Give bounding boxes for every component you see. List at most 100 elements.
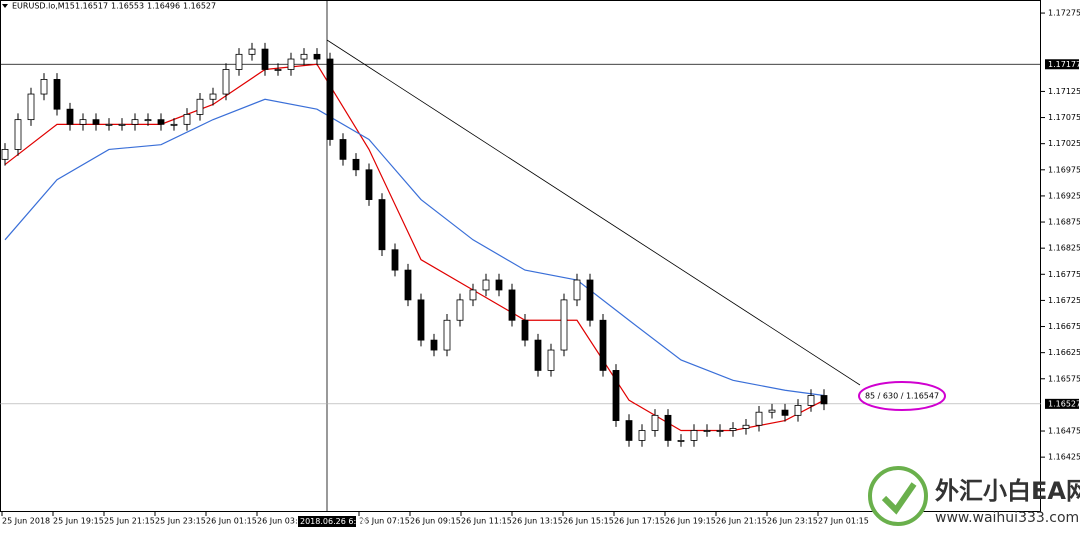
x-tick-label: 25 Jun 23:15 bbox=[155, 517, 206, 526]
y-tick-label: 1.16725 bbox=[1048, 296, 1080, 305]
candle-body bbox=[651, 414, 659, 431]
candle-body bbox=[638, 430, 646, 441]
candle-body bbox=[1, 149, 9, 160]
trend-line bbox=[326, 39, 861, 386]
y-tick-label: 1.16875 bbox=[1048, 218, 1080, 227]
watermark-name: 外汇小白EA网 bbox=[935, 477, 1080, 505]
candle-body bbox=[560, 299, 568, 351]
y-tick-label: 1.17025 bbox=[1048, 139, 1080, 148]
plot-frame bbox=[0, 0, 1041, 512]
y-tick-label: 1.16625 bbox=[1048, 348, 1080, 357]
x-tick-label: 25 Jun 19:15 bbox=[53, 517, 104, 526]
y-tick-label: 1.17075 bbox=[1048, 113, 1080, 122]
title-arrow bbox=[2, 4, 8, 8]
candle-body bbox=[287, 58, 295, 70]
candle-body bbox=[274, 69, 282, 71]
x-tick-label: 26 Jun 15:15 bbox=[563, 517, 614, 526]
annotation: 85 / 630 / 1.16547 bbox=[865, 392, 939, 401]
candle-body bbox=[482, 279, 490, 291]
candle-body bbox=[391, 249, 399, 271]
y-tick-label: 1.16675 bbox=[1048, 322, 1080, 331]
candle-body bbox=[79, 119, 87, 125]
y-tick-label: 1.16975 bbox=[1048, 165, 1080, 174]
candle-body bbox=[729, 428, 737, 431]
x-tick-label: 27 Jun 01:15 bbox=[818, 517, 869, 526]
candle-body bbox=[105, 123, 113, 126]
candle-body bbox=[222, 69, 230, 95]
candle-body bbox=[677, 440, 685, 442]
x-tick-label: 26 Jun 19:15 bbox=[665, 517, 716, 526]
candle-body bbox=[612, 370, 620, 421]
candle-body bbox=[27, 93, 35, 121]
candle-body bbox=[794, 405, 802, 416]
candle-body bbox=[495, 279, 503, 291]
y-tick-label: 1.17275 bbox=[1048, 9, 1080, 18]
candle-body bbox=[469, 289, 477, 301]
x-tick-label: 26 Jun 23:15 bbox=[767, 517, 818, 526]
candle-body bbox=[235, 53, 243, 70]
current-price: 1.16527 bbox=[1048, 399, 1080, 408]
candle-body bbox=[261, 48, 269, 70]
y-tick-label: 1.16825 bbox=[1048, 244, 1080, 253]
crosshair-price-box bbox=[1045, 59, 1079, 70]
y-tick-label: 1.16425 bbox=[1048, 453, 1080, 462]
candle-body bbox=[209, 93, 217, 100]
candle-body bbox=[716, 430, 724, 432]
candle-body bbox=[248, 48, 256, 55]
quote-value: 1.16553 bbox=[111, 2, 144, 11]
candle-body bbox=[534, 339, 542, 371]
candle-body bbox=[170, 123, 178, 126]
candle-body bbox=[807, 395, 815, 406]
y-tick-label: 1.16925 bbox=[1048, 191, 1080, 200]
y-tick-label: 1.16775 bbox=[1048, 270, 1080, 279]
x-tick-label: 26 Jun 01:15 bbox=[206, 517, 257, 526]
y-tick-label: 1.16575 bbox=[1048, 374, 1080, 383]
candle-body bbox=[131, 119, 139, 125]
candle-body bbox=[378, 199, 386, 251]
x-tick-label: 25 Jun 21:15 bbox=[104, 517, 155, 526]
candle-body bbox=[313, 53, 321, 60]
candle-body bbox=[521, 319, 529, 341]
x-tick-label: 26 Jun 03:15 bbox=[257, 517, 308, 526]
candle-body bbox=[690, 430, 698, 441]
candle-body bbox=[352, 158, 360, 171]
candle-body bbox=[820, 395, 828, 405]
x-tick-label: 25 Jun 2018 bbox=[2, 517, 50, 526]
candle-body bbox=[183, 114, 191, 125]
watermark-logo bbox=[868, 466, 928, 526]
x-tick-label: 26 Jun 17:15 bbox=[614, 517, 665, 526]
x-tick-label: 26 Jun 07:15 bbox=[359, 517, 410, 526]
candle-body bbox=[625, 420, 633, 441]
candle-body bbox=[144, 119, 152, 122]
candle-body bbox=[742, 424, 750, 429]
candle-body bbox=[92, 119, 100, 125]
candle-body bbox=[703, 430, 711, 432]
ma-line bbox=[4, 98, 825, 397]
candle-body bbox=[573, 279, 581, 301]
candle-body bbox=[456, 299, 464, 321]
y-tick-label: 1.17125 bbox=[1048, 87, 1080, 96]
annotation-ellipse bbox=[858, 381, 946, 411]
crosshair-time: 2018.06.26 6:00 bbox=[300, 517, 366, 526]
quote-value: 1.16527 bbox=[183, 2, 216, 11]
candle-body bbox=[326, 58, 334, 140]
candle-body bbox=[755, 411, 763, 426]
candle-body bbox=[300, 53, 308, 60]
candle-body bbox=[508, 289, 516, 321]
crosshair-price: 1.17177 bbox=[1048, 60, 1080, 69]
watermark-url: www.waihui333.com bbox=[935, 510, 1079, 526]
candle-body bbox=[430, 339, 438, 351]
candle-body bbox=[781, 409, 789, 416]
ma-line bbox=[4, 63, 825, 432]
x-tick-label: 26 Jun 21:15 bbox=[716, 517, 767, 526]
x-tick-label: 26 Jun 13:15 bbox=[512, 517, 563, 526]
candle-body bbox=[599, 319, 607, 371]
watermark: 外汇小白EA网 www.waihui333.com bbox=[868, 466, 1080, 526]
candle-body bbox=[586, 279, 594, 321]
candle-body bbox=[365, 169, 373, 200]
current-price-box bbox=[1045, 398, 1079, 409]
candle-body bbox=[14, 119, 22, 150]
x-tick-label: 26 Jun 11:15 bbox=[461, 517, 512, 526]
candle-body bbox=[768, 409, 776, 413]
